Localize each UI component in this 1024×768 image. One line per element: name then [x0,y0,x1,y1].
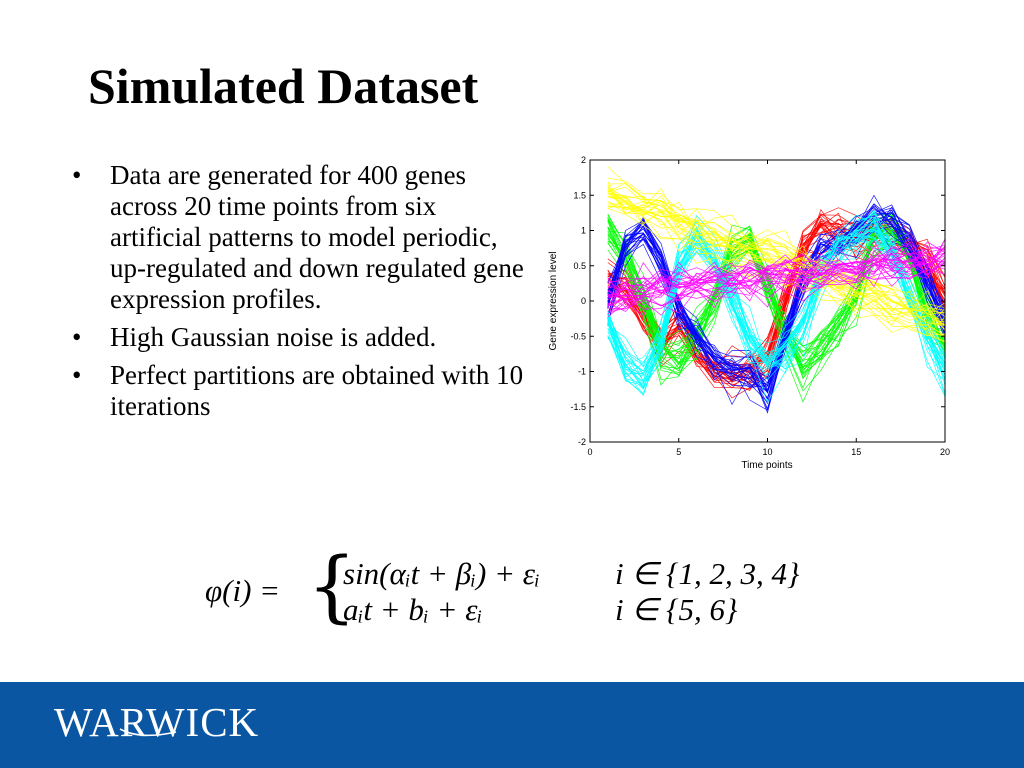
series-line [607,186,945,327]
series-line [607,177,945,311]
y-tick-label: 0.5 [573,261,586,271]
y-tick-label: 2 [581,155,586,165]
series-line [607,213,945,367]
series-line [607,166,945,313]
x-tick-label: 10 [762,447,772,457]
series-line [607,215,945,399]
formula-case-2-expression: aᵢt + bᵢ + εᵢ [343,592,483,627]
y-tick-label: -0.5 [570,331,586,341]
series-line [607,190,945,317]
bullet-glyph: • [72,160,82,190]
series-line [607,195,945,326]
bullet-glyph: • [72,322,82,352]
bullet-text: Data are generated for 400 genes across … [110,160,524,314]
series-line [607,226,945,377]
chart-svg: 0 5 10 15 20 -2 -1.5 -1 -0.5 0 0.5 1 1.5 2 Time point… [548,155,950,471]
y-tick-label: 1 [581,226,586,236]
bullet-list: • Data are generated for 400 genes acros… [70,160,530,429]
x-tick-label: 5 [676,447,681,457]
series-layer [607,166,945,414]
bullet-glyph: • [72,360,82,390]
series-line [607,208,945,389]
x-tick-label: 0 [587,447,592,457]
bullet-item: • Perfect partitions are obtained with 1… [70,360,530,422]
series-line [607,226,945,380]
series-line [607,183,945,330]
bullet-text: Perfect partitions are obtained with 10 … [110,360,524,421]
series-line [607,255,945,312]
x-axis-label: Time points [741,460,792,471]
x-tick-label: 15 [851,447,861,457]
series-line [607,208,945,337]
y-tick-label: 0 [581,296,586,306]
series-line [607,201,945,338]
series-line [607,209,945,388]
y-tick-label: -1.5 [570,402,586,412]
series-line [607,211,945,376]
series-bundle [607,237,945,318]
formula-case-1-expression: sin(αᵢt + βᵢ) + εᵢ [343,556,540,591]
series-line [607,189,945,326]
x-tick-label: 20 [940,447,950,457]
series-line [607,188,945,322]
series-line [607,252,945,296]
bullet-item: • High Gaussian noise is added. [70,322,530,353]
footer-bar: WARWICK [0,682,1024,768]
y-tick-label: -1 [578,367,586,377]
series-line [607,229,945,389]
bullet-text: High Gaussian noise is added. [110,322,437,352]
series-line [607,246,945,310]
formula-brace: { [307,542,357,632]
series-line [607,239,945,296]
series-line [607,182,945,314]
series-bundle [607,209,945,404]
bullet-item: • Data are generated for 400 genes acros… [70,160,530,315]
series-line [607,205,945,403]
series-line [607,232,945,397]
y-axis-label: Gene expression level [548,252,559,351]
series-line [607,241,945,304]
y-tick-label: -2 [578,437,586,447]
series-line [607,227,945,365]
formula-lhs: φ(i) = [205,573,281,608]
slide-title: Simulated Dataset [88,58,479,114]
series-line [607,256,945,308]
series-line [607,251,945,316]
formula-case-1-condition: i ∈ {1, 2, 3, 4} [615,556,800,591]
series-line [607,227,945,374]
tick-layer: 0 5 10 15 20 -2 -1.5 -1 -0.5 0 0.5 1 1.5 2 [570,155,950,457]
series-line [607,245,945,298]
series-line [607,188,945,331]
logo-swoosh-icon [119,728,177,737]
model-formula: φ(i) = { sin(αᵢt + βᵢ) + εᵢ i ∈ {1, 2, 3… [205,548,825,632]
series-line [607,228,945,386]
series-line [607,230,945,380]
y-tick-label: 1.5 [573,190,586,200]
expression-chart: 0 5 10 15 20 -2 -1.5 -1 -0.5 0 0.5 1 1.5 2 Time point… [535,150,960,475]
formula-case-2-condition: i ∈ {5, 6} [615,592,738,627]
